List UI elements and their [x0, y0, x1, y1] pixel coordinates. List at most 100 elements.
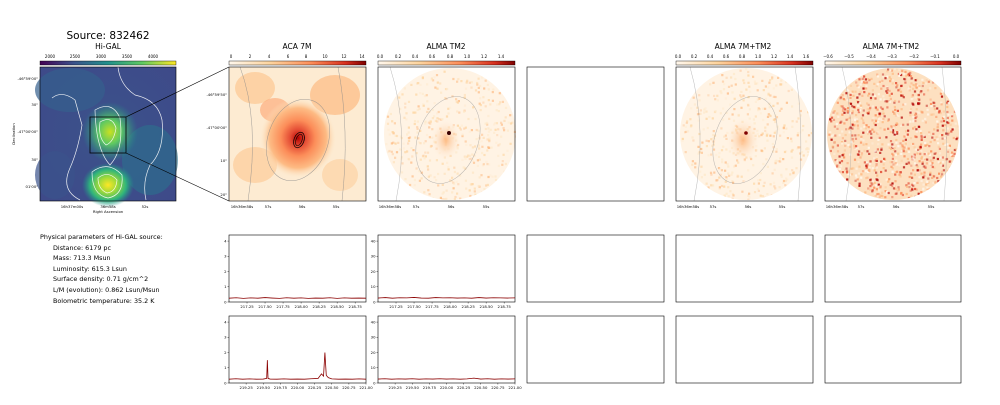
combo-neg-colorbar	[824, 60, 962, 66]
param-mass: Mass: 713.3 Msun	[53, 254, 111, 263]
tm2-colorbar	[377, 60, 516, 66]
spectrum-xtick: 217.25	[240, 304, 254, 309]
higal-xtick: 52s	[142, 204, 149, 209]
combo-neg-cbar-tick: −0.2	[909, 54, 919, 59]
spectrum-xtick: 220.50	[474, 385, 488, 390]
combo-panel: ALMA 7M+TM2 0.0 0.2 0.4 0.6 0.8 1.0 1.2 …	[675, 42, 814, 209]
spectrum-xtick: 219.50	[406, 385, 420, 390]
spectrum-ytick: 4	[224, 319, 227, 324]
spectrum-xtick: 217.25	[389, 304, 403, 309]
aca-ytick: 20"	[220, 192, 227, 197]
tm2-xticks: 16h36m58s 57s 56s 55s	[379, 204, 490, 209]
spectrum-xtick: 217.75	[425, 304, 439, 309]
tm2-cbar-tick: 0.2	[395, 54, 402, 59]
combo-neg-xtick: 55s	[928, 204, 935, 209]
empty-spectrum-panel	[675, 234, 814, 303]
tm2-title: ALMA TM2	[426, 42, 465, 51]
param-luminosity: Luminosity: 615.3 Lsun	[53, 264, 127, 273]
spectrum-xtick: 220.00	[440, 385, 454, 390]
spectrum-xtick: 220.25	[308, 385, 322, 390]
spectrum-xtick: 220.75	[491, 385, 505, 390]
higal-yticks: -46°59'00" 30" -47°00'00" 30" 01'00"	[17, 76, 38, 189]
tm2-cbar-ticks: 0.0 0.2 0.4 0.6 0.8 1.0 1.2 1.4	[377, 54, 505, 59]
param-lm: L/M (evolution): 0.862 Lsun/Msun	[53, 285, 160, 294]
combo-neg-cbar-tick: −0.3	[887, 54, 897, 59]
combo-colorbar	[675, 60, 814, 66]
higal-cbar-tick: 3000	[96, 54, 107, 59]
tm2-cbar-tick: 0.6	[429, 54, 436, 59]
higal-ytick: 30"	[31, 157, 38, 162]
spectrum-ytick: 4	[224, 238, 227, 243]
spectrum-xtick: 221.00	[359, 385, 373, 390]
aca-xtick: 56s	[299, 204, 306, 209]
combo-xtick: 57s	[710, 204, 717, 209]
spectrum-line	[228, 297, 367, 299]
aca-cbar-ticks: 0 2 4 6 8 10 12 14	[230, 54, 365, 59]
higal-zoom-box	[89, 116, 127, 154]
aca-image	[228, 66, 367, 202]
higal-panel: Hi-GAL 2000 2500 3000 3500 4000	[11, 42, 178, 214]
param-surface-density: Surface density: 0.71 g/cm^2	[53, 275, 149, 284]
empty-spectrum-panel	[526, 234, 665, 303]
spectrum-xtick: 218.25	[312, 304, 326, 309]
param-tbol: Bolometric temperature: 35.2 K	[53, 296, 155, 305]
spectrum-xtick: 218.00	[294, 304, 308, 309]
aca-cbar-tick: 6	[287, 54, 290, 59]
aca-cbar-tick: 12	[341, 54, 347, 59]
spectrum-xtick: 220.25	[457, 385, 471, 390]
spectrum-xtick: 218.50	[480, 304, 494, 309]
spectrum-xtick: 219.25	[239, 385, 253, 390]
combo-neg-xtick: 56s	[893, 204, 900, 209]
combo-cbar-tick: 0.8	[739, 54, 746, 59]
spectrum-xtick: 219.75	[423, 385, 437, 390]
higal-cbar-ticks: 2000 2500 3000 3500 4000	[45, 54, 159, 59]
spectrum-xtick: 220.50	[325, 385, 339, 390]
spectrum-ytick: 40	[371, 319, 376, 324]
aca-xtick: 57s	[265, 204, 272, 209]
higal-colorbar	[39, 60, 177, 66]
spectrum-ytick: 0	[373, 299, 376, 304]
spectrum-tm2-row1: 0 10 20 30 40 217.25 217.50 217.75 218.00 218.25 2…	[371, 234, 516, 309]
spectrum-xtick: 217.75	[276, 304, 290, 309]
combo-cbar-tick: 0.6	[723, 54, 730, 59]
empty-spectrum-panel	[824, 315, 962, 384]
higal-cbar-tick: 3500	[122, 54, 133, 59]
spectrum-xtick: 217.50	[258, 304, 272, 309]
spectrum-xtick: 220.75	[342, 385, 356, 390]
tm2-cbar-tick: 0.8	[447, 54, 454, 59]
spectrum-xtick: 220.00	[291, 385, 305, 390]
spectrum-line	[377, 297, 516, 299]
spectrum-ytick: 0	[373, 380, 376, 385]
spectrum-xtick: 218.00	[443, 304, 457, 309]
spectrum-xtick: 218.75	[498, 304, 512, 309]
aca-cbar-tick: 4	[268, 54, 271, 59]
figure-title: Source: 832462	[66, 30, 149, 42]
combo-cbar-tick: 0.2	[691, 54, 698, 59]
spectrum-xtick: 219.25	[388, 385, 402, 390]
spectrum-ytick: 20	[371, 350, 376, 355]
higal-xtick: 36m58s	[100, 204, 115, 209]
combo-cbar-tick: 1.2	[771, 54, 778, 59]
combo-neg-image	[824, 66, 962, 202]
combo-xtick: 56s	[745, 204, 752, 209]
spectrum-ytick: 30	[371, 335, 376, 340]
combo-neg-xticks: 16h36m58s 57s 56s 55s	[826, 204, 935, 209]
spectrum-ytick: 2	[224, 269, 227, 274]
tm2-image	[377, 66, 516, 202]
aca-xticks: 16h36m58s 57s 56s 55s	[231, 204, 340, 209]
combo-neg-cbar-tick: −0.4	[866, 54, 876, 59]
combo-title: ALMA 7M+TM2	[715, 42, 772, 51]
higal-ylabel: Declination	[11, 123, 16, 145]
higal-title: Hi-GAL	[95, 42, 122, 51]
combo-cbar-tick: 0.0	[675, 54, 682, 59]
spectrum-line	[377, 377, 516, 380]
higal-cbar-tick: 2500	[70, 54, 81, 59]
combo-neg-cbar-tick: −0.6	[823, 54, 833, 59]
aca-xtick: 16h36m58s	[231, 204, 254, 209]
spectrum-xtick: 221.00	[508, 385, 522, 390]
combo-neg-cbar-tick: −0.5	[844, 54, 854, 59]
spectrum-ytick: 3	[224, 335, 227, 340]
spectrum-ytick: 2	[224, 350, 227, 355]
spectrum-xtick: 218.75	[349, 304, 363, 309]
